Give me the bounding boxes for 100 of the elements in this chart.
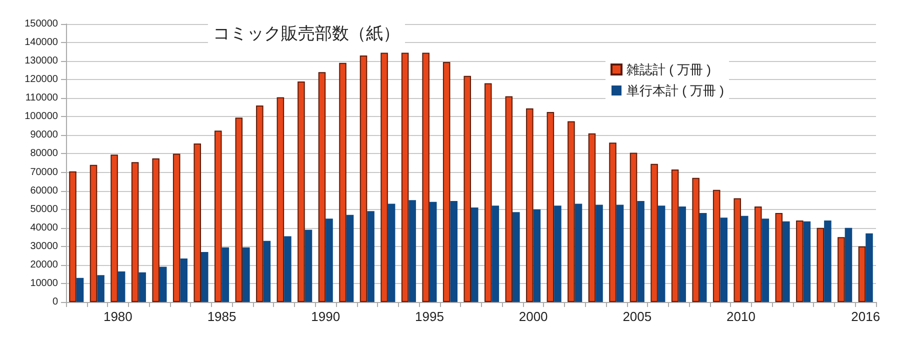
bar <box>450 200 458 302</box>
bar <box>304 230 312 302</box>
y-tick-label: 110000 <box>25 92 58 104</box>
bar <box>533 209 541 302</box>
bar <box>388 204 396 302</box>
bar <box>152 158 160 302</box>
bar <box>138 272 146 302</box>
bar <box>471 207 478 302</box>
bar <box>734 198 741 302</box>
legend-label: 単行本計 ( 万冊 ) <box>626 83 724 98</box>
bar <box>782 221 790 302</box>
bar <box>699 213 707 302</box>
bar <box>360 56 368 302</box>
y-tick-label: 140000 <box>24 37 58 48</box>
y-tick-label: 60000 <box>30 185 58 196</box>
bar <box>692 178 700 302</box>
y-tick-label: 150000 <box>24 18 58 30</box>
bar <box>803 221 811 302</box>
bar <box>775 213 783 302</box>
y-tick-label: 130000 <box>24 56 58 67</box>
bar <box>568 121 575 302</box>
bar <box>671 169 679 302</box>
bar <box>492 206 500 302</box>
bar <box>214 130 222 302</box>
bar <box>720 218 728 302</box>
y-tick-label: 10000 <box>30 278 58 289</box>
y-tick-label: 0 <box>52 296 58 308</box>
chart-title: コミック販売部数（紙） <box>213 24 400 43</box>
x-tick-label: 1980 <box>103 309 132 324</box>
bar <box>754 206 762 302</box>
bar <box>574 204 582 302</box>
bar <box>816 228 824 302</box>
bar <box>326 218 333 302</box>
bar <box>422 52 430 302</box>
bar <box>762 218 770 302</box>
bar <box>201 252 208 302</box>
bar <box>318 72 326 302</box>
bar <box>596 204 603 302</box>
bar <box>90 164 98 302</box>
bar <box>69 171 76 302</box>
bar <box>712 190 720 302</box>
bar <box>380 52 388 302</box>
y-tick-label: 120000 <box>24 74 58 86</box>
bar <box>630 152 638 302</box>
bar <box>546 112 554 302</box>
bar <box>609 142 616 302</box>
bar <box>339 62 346 302</box>
bar <box>242 247 250 302</box>
bar <box>110 154 118 302</box>
bar <box>172 154 180 302</box>
bar <box>276 97 284 302</box>
y-tick-label: 80000 <box>30 148 58 160</box>
bar <box>796 220 804 302</box>
y-tick-label: 50000 <box>30 204 58 215</box>
x-tick-label: 1985 <box>207 309 236 324</box>
x-tick-label: 1995 <box>415 309 444 324</box>
bar <box>616 204 624 302</box>
bar <box>844 228 852 302</box>
legend-label: 雑誌計 ( 万冊 ) <box>626 62 712 77</box>
bar <box>131 162 139 302</box>
y-tick-label: 30000 <box>30 240 58 252</box>
bar <box>588 133 596 302</box>
x-tick-label: 2005 <box>622 309 652 324</box>
bar <box>442 62 450 302</box>
bar <box>401 52 409 302</box>
bar <box>346 214 354 302</box>
bar <box>298 81 305 302</box>
bar <box>512 212 520 302</box>
bar <box>464 76 471 302</box>
bar <box>235 118 243 302</box>
bar <box>858 246 866 302</box>
bar <box>658 206 666 302</box>
bar <box>505 96 513 302</box>
y-tick-label: 20000 <box>30 259 58 270</box>
bar <box>222 247 230 302</box>
bar <box>678 206 686 302</box>
bar <box>866 233 873 302</box>
bar <box>180 258 188 302</box>
bar <box>284 236 292 302</box>
bar <box>97 275 104 302</box>
bar <box>554 206 562 302</box>
y-tick-label: 90000 <box>30 130 58 141</box>
bar <box>263 240 271 302</box>
bar <box>429 202 437 302</box>
bar <box>159 266 167 302</box>
x-tick-label: 1990 <box>311 309 340 324</box>
y-tick-label: 40000 <box>30 222 58 234</box>
bar <box>118 271 126 302</box>
bar <box>256 106 264 302</box>
y-tick-label: 70000 <box>30 166 58 178</box>
bar <box>838 237 845 302</box>
x-tick-label: 2000 <box>518 309 548 324</box>
bar <box>194 144 201 302</box>
bar <box>526 108 534 302</box>
x-tick-label: 2010 <box>726 309 756 324</box>
y-tick-label: 100000 <box>24 111 58 122</box>
bar <box>367 211 374 302</box>
bar <box>824 220 832 302</box>
bar <box>76 278 84 302</box>
bar <box>484 83 492 302</box>
